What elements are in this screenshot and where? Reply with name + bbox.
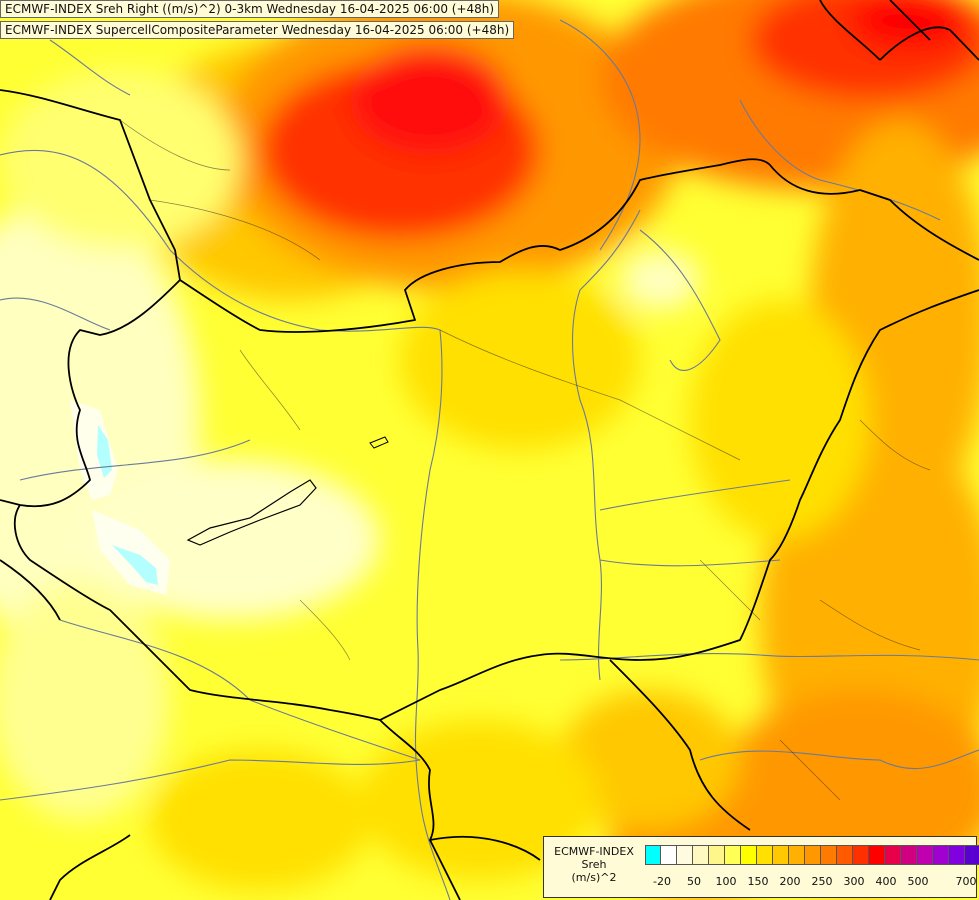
legend-swatch <box>677 845 693 865</box>
legend-swatch <box>949 845 965 865</box>
legend-swatch <box>901 845 917 865</box>
legend-tick-label: 700 <box>955 875 977 888</box>
legend-swatch <box>709 845 725 865</box>
lake-balaton <box>186 479 317 546</box>
legend-parameter: Sreh <box>581 858 607 871</box>
legend-tick-label: 50 <box>687 875 701 888</box>
legend-tick-label: 300 <box>843 875 865 888</box>
map-title-scp: ECMWF-INDEX SupercellCompositeParameter … <box>0 21 515 39</box>
legend-swatch <box>885 845 901 865</box>
legend-source: ECMWF-INDEX <box>554 845 634 858</box>
legend-swatch <box>773 845 789 865</box>
legend-swatch <box>869 845 885 865</box>
legend-swatch <box>805 845 821 865</box>
legend-swatch <box>933 845 949 865</box>
legend-swatch <box>965 845 979 865</box>
legend-tick-label: 150 <box>747 875 769 888</box>
legend-swatch <box>693 845 709 865</box>
legend-swatch <box>725 845 741 865</box>
legend-swatch <box>661 845 677 865</box>
legend-swatch <box>853 845 869 865</box>
color-legend: ECMWF-INDEX Sreh (m/s)^2 -20 50 100 150 200 2… <box>543 836 979 898</box>
legend-swatch <box>789 845 805 865</box>
legend-tick-label: 400 <box>875 875 897 888</box>
legend-tick-label: 200 <box>779 875 801 888</box>
legend-label: ECMWF-INDEX Sreh (m/s)^2 <box>546 845 642 884</box>
legend-swatch <box>821 845 837 865</box>
map-title-sreh: ECMWF-INDEX Sreh Right ((m/s)^2) 0-3km W… <box>0 0 500 18</box>
legend-tick-label: 500 <box>907 875 929 888</box>
legend-swatch <box>645 845 661 865</box>
legend-tick-label: 250 <box>811 875 833 888</box>
legend-unit: (m/s)^2 <box>571 871 617 884</box>
legend-swatch <box>917 845 933 865</box>
legend-swatch <box>741 845 757 865</box>
legend-tick-label: -20 <box>653 875 671 888</box>
legend-swatches <box>645 845 979 865</box>
legend-tick-label: 100 <box>715 875 737 888</box>
legend-swatch <box>757 845 773 865</box>
legend-swatch <box>837 845 853 865</box>
